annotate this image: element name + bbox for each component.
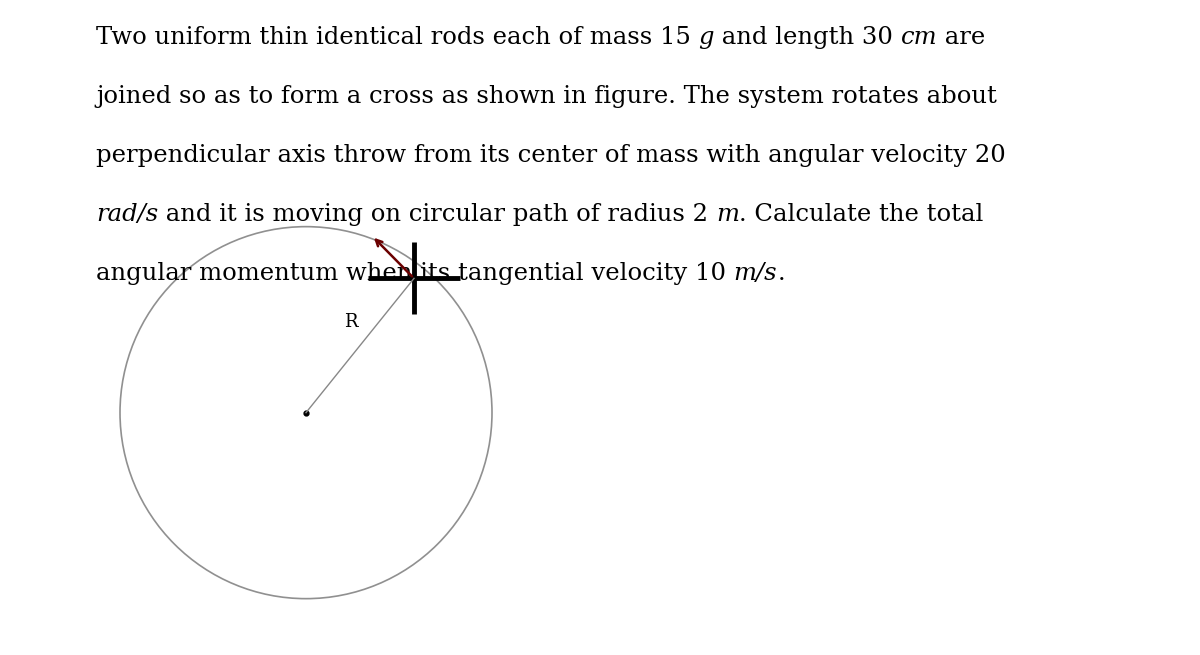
- Text: cm: cm: [901, 26, 937, 49]
- Text: .: .: [778, 262, 785, 285]
- Text: m/s: m/s: [733, 262, 778, 285]
- Text: and length 30: and length 30: [714, 26, 901, 49]
- Text: joined so as to form a cross as shown in figure. The system rotates about: joined so as to form a cross as shown in…: [96, 85, 997, 108]
- Text: rad/s: rad/s: [96, 203, 158, 226]
- Text: Two uniform thin identical rods each of mass 15: Two uniform thin identical rods each of …: [96, 26, 698, 49]
- Text: angular momentum when its tangential velocity 10: angular momentum when its tangential vel…: [96, 262, 733, 285]
- Text: and it is moving on circular path of radius 2: and it is moving on circular path of rad…: [158, 203, 716, 226]
- Text: g: g: [698, 26, 714, 49]
- Text: . Calculate the total: . Calculate the total: [739, 203, 983, 226]
- Text: perpendicular axis throw from its center of mass with angular velocity 20: perpendicular axis throw from its center…: [96, 144, 1006, 167]
- Text: are: are: [937, 26, 985, 49]
- Text: m: m: [716, 203, 739, 226]
- Text: R: R: [344, 313, 358, 331]
